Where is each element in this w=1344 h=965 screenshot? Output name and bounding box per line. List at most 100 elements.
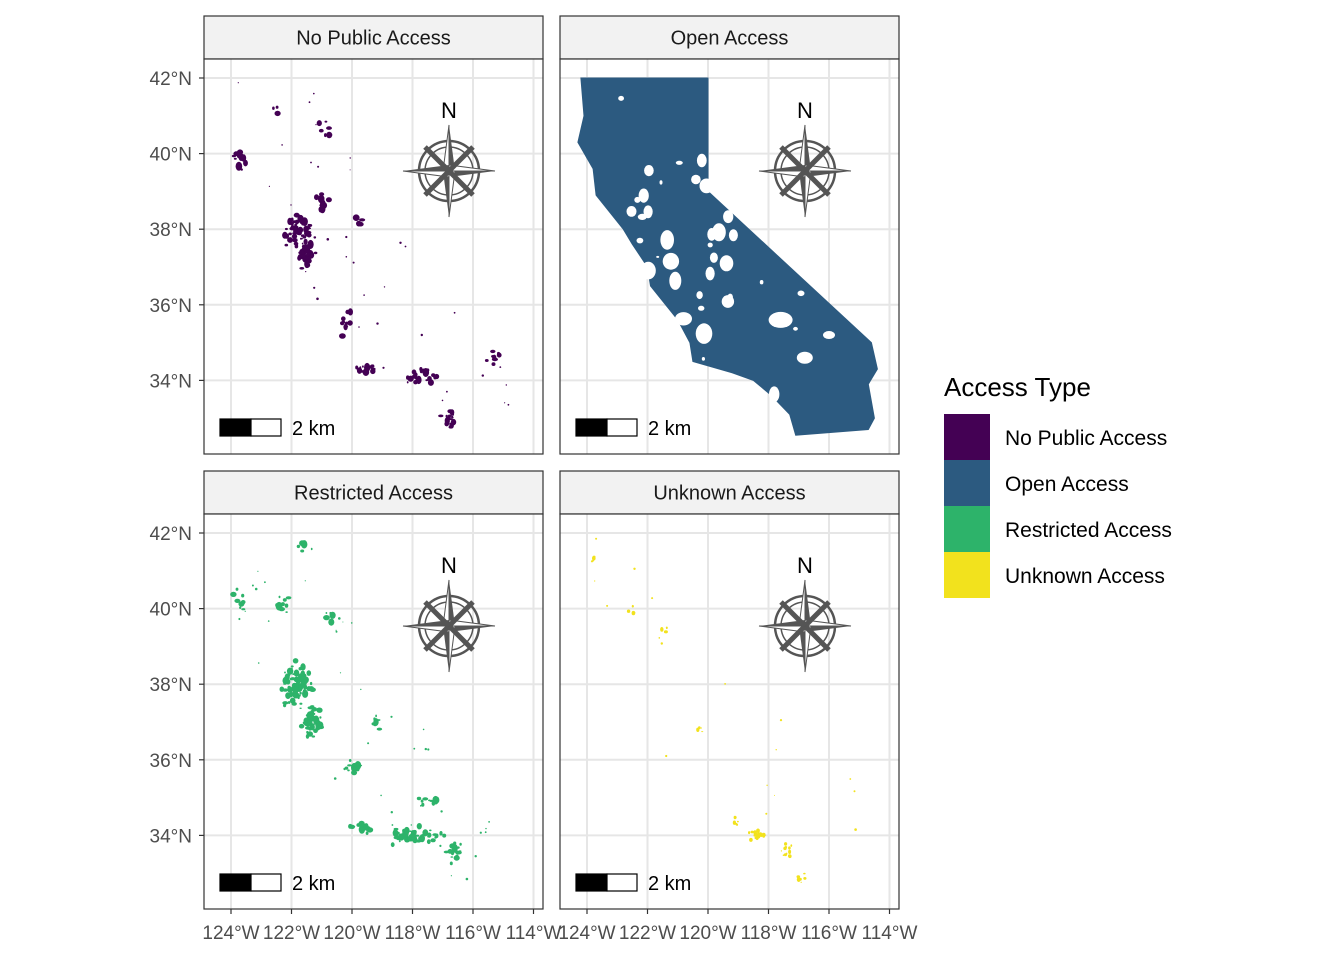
land-parcel xyxy=(233,157,237,160)
land-parcel xyxy=(240,600,246,605)
land-parcel xyxy=(504,402,506,404)
non-open-gap xyxy=(796,351,813,364)
non-open-gap xyxy=(823,331,835,340)
land-parcel xyxy=(663,630,668,634)
land-parcel xyxy=(631,604,634,608)
non-open-gap xyxy=(626,206,637,217)
non-open-gap xyxy=(709,252,718,263)
land-parcel xyxy=(363,294,365,296)
north-arrow-label: N xyxy=(441,553,457,578)
land-parcel xyxy=(439,844,442,848)
land-parcel xyxy=(594,580,596,582)
land-parcel xyxy=(775,749,777,751)
non-open-gap xyxy=(636,237,644,244)
land-parcel xyxy=(756,828,760,834)
non-open-gap xyxy=(705,266,715,281)
y-tick-label: 34°N xyxy=(150,826,192,847)
land-parcel xyxy=(434,796,440,804)
facet-title: No Public Access xyxy=(296,28,451,50)
gridlines xyxy=(204,59,543,454)
land-parcel xyxy=(289,677,292,681)
scale-bar-label: 2 km xyxy=(648,418,691,440)
land-parcel xyxy=(294,223,298,226)
land-parcel xyxy=(399,241,402,244)
land-parcel xyxy=(446,390,448,393)
y-tick-label: 34°N xyxy=(150,371,192,392)
land-parcel xyxy=(764,834,766,837)
land-parcel xyxy=(403,826,410,835)
land-parcel xyxy=(416,823,422,830)
land-parcel xyxy=(854,828,857,831)
land-parcel xyxy=(278,595,281,599)
land-parcel xyxy=(491,362,496,366)
land-parcel xyxy=(349,169,351,171)
land-parcel xyxy=(485,827,487,830)
non-open-gap xyxy=(768,311,793,328)
land-parcel xyxy=(339,672,342,674)
legend-swatch xyxy=(944,552,990,598)
land-parcel xyxy=(358,326,360,328)
land-parcel xyxy=(496,352,502,358)
land-parcel xyxy=(421,368,428,373)
land-parcel xyxy=(306,246,310,249)
land-parcel xyxy=(328,618,335,626)
y-tick-label: 38°N xyxy=(150,675,192,696)
land-parcel xyxy=(290,217,294,222)
land-parcel xyxy=(296,674,299,677)
scale-bar: 2 km xyxy=(219,873,335,895)
land-parcel xyxy=(251,584,254,587)
land-parcel xyxy=(317,165,320,168)
non-open-gap xyxy=(699,178,714,194)
x-tick-label: 116°W xyxy=(445,923,501,944)
land-parcel xyxy=(301,540,308,549)
land-parcel xyxy=(359,824,365,828)
land-parcel xyxy=(284,243,289,247)
land-parcel xyxy=(421,802,425,807)
land-parcel xyxy=(296,681,300,685)
land-parcel xyxy=(382,366,385,369)
land-parcel xyxy=(424,834,427,837)
land-parcel xyxy=(356,367,363,374)
land-parcel xyxy=(296,226,299,228)
y-tick-label: 38°N xyxy=(150,220,192,241)
land-parcel xyxy=(761,832,766,837)
land-parcel xyxy=(376,727,383,731)
facet-title: Unknown Access xyxy=(653,483,805,505)
land-parcel xyxy=(257,570,259,572)
land-parcel xyxy=(298,723,305,729)
land-parcel xyxy=(390,715,393,718)
land-parcel xyxy=(319,716,322,719)
land-parcel xyxy=(290,665,294,668)
land-parcel xyxy=(427,836,430,838)
land-parcel xyxy=(490,349,496,354)
land-parcel xyxy=(304,580,306,582)
land-parcel xyxy=(241,608,246,611)
land-parcel xyxy=(272,106,275,110)
land-parcel xyxy=(341,316,346,322)
scale-bar: 2 km xyxy=(219,418,335,440)
land-parcel xyxy=(286,673,291,677)
non-open-gap xyxy=(793,326,798,331)
land-parcel xyxy=(390,811,393,814)
land-parcel xyxy=(426,839,431,845)
land-parcel xyxy=(283,689,286,691)
land-parcel xyxy=(329,611,336,619)
land-parcel xyxy=(782,854,785,856)
land-parcel xyxy=(398,840,401,843)
land-parcel xyxy=(275,105,279,109)
legend-swatch xyxy=(944,414,990,460)
land-parcel xyxy=(282,231,288,239)
land-parcel xyxy=(309,681,313,686)
y-tick-label: 40°N xyxy=(150,145,192,166)
land-parcel xyxy=(422,728,425,731)
land-parcel xyxy=(365,831,369,835)
land-parcel xyxy=(784,842,788,846)
land-parcel xyxy=(300,672,306,676)
x-tick-label: 122°W xyxy=(619,923,676,944)
land-parcel xyxy=(335,629,337,631)
land-parcel xyxy=(440,810,443,813)
land-parcel xyxy=(392,829,399,837)
non-open-gap xyxy=(696,153,707,168)
legend-label: Unknown Access xyxy=(1005,565,1165,588)
land-parcel xyxy=(267,620,270,622)
